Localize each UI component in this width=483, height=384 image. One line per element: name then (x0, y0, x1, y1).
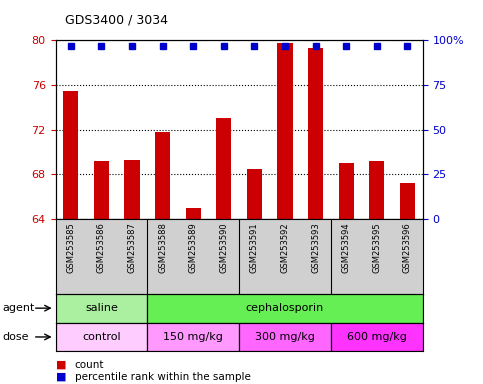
Text: 150 mg/kg: 150 mg/kg (163, 332, 223, 342)
Text: 300 mg/kg: 300 mg/kg (255, 332, 315, 342)
Bar (400, 183, 415, 219)
Bar (339, 163, 354, 219)
Bar (56, 323, 147, 351)
Text: control: control (82, 332, 121, 342)
Bar (155, 132, 170, 219)
Text: ■: ■ (56, 372, 66, 382)
Bar (125, 160, 140, 219)
Text: GSM253590: GSM253590 (219, 223, 228, 273)
Bar (56, 294, 147, 323)
Bar (308, 48, 323, 219)
Text: GSM253592: GSM253592 (281, 223, 289, 273)
Text: GSM253589: GSM253589 (189, 223, 198, 273)
Bar (63, 91, 78, 219)
Bar (239, 323, 331, 351)
Text: GSM253587: GSM253587 (128, 223, 137, 273)
Text: GSM253593: GSM253593 (311, 223, 320, 273)
Text: ■: ■ (56, 360, 66, 370)
Text: GSM253594: GSM253594 (341, 223, 351, 273)
Bar (147, 323, 239, 351)
Bar (247, 169, 262, 219)
Text: cephalosporin: cephalosporin (246, 303, 324, 313)
Bar (331, 323, 423, 351)
Bar (94, 161, 109, 219)
Bar (147, 294, 423, 323)
Text: GDS3400 / 3034: GDS3400 / 3034 (65, 13, 168, 26)
Text: GSM253585: GSM253585 (66, 223, 75, 273)
Bar (185, 208, 201, 219)
Text: GSM253586: GSM253586 (97, 223, 106, 273)
Text: GSM253595: GSM253595 (372, 223, 381, 273)
Text: 600 mg/kg: 600 mg/kg (347, 332, 407, 342)
Bar (277, 43, 293, 219)
Text: GSM253588: GSM253588 (158, 223, 167, 273)
Text: count: count (75, 360, 104, 370)
Text: percentile rank within the sample: percentile rank within the sample (75, 372, 251, 382)
Text: GSM253591: GSM253591 (250, 223, 259, 273)
Text: dose: dose (2, 332, 29, 342)
Text: saline: saline (85, 303, 118, 313)
Bar (369, 161, 384, 219)
Text: GSM253596: GSM253596 (403, 223, 412, 273)
Bar (216, 118, 231, 219)
Text: agent: agent (2, 303, 35, 313)
